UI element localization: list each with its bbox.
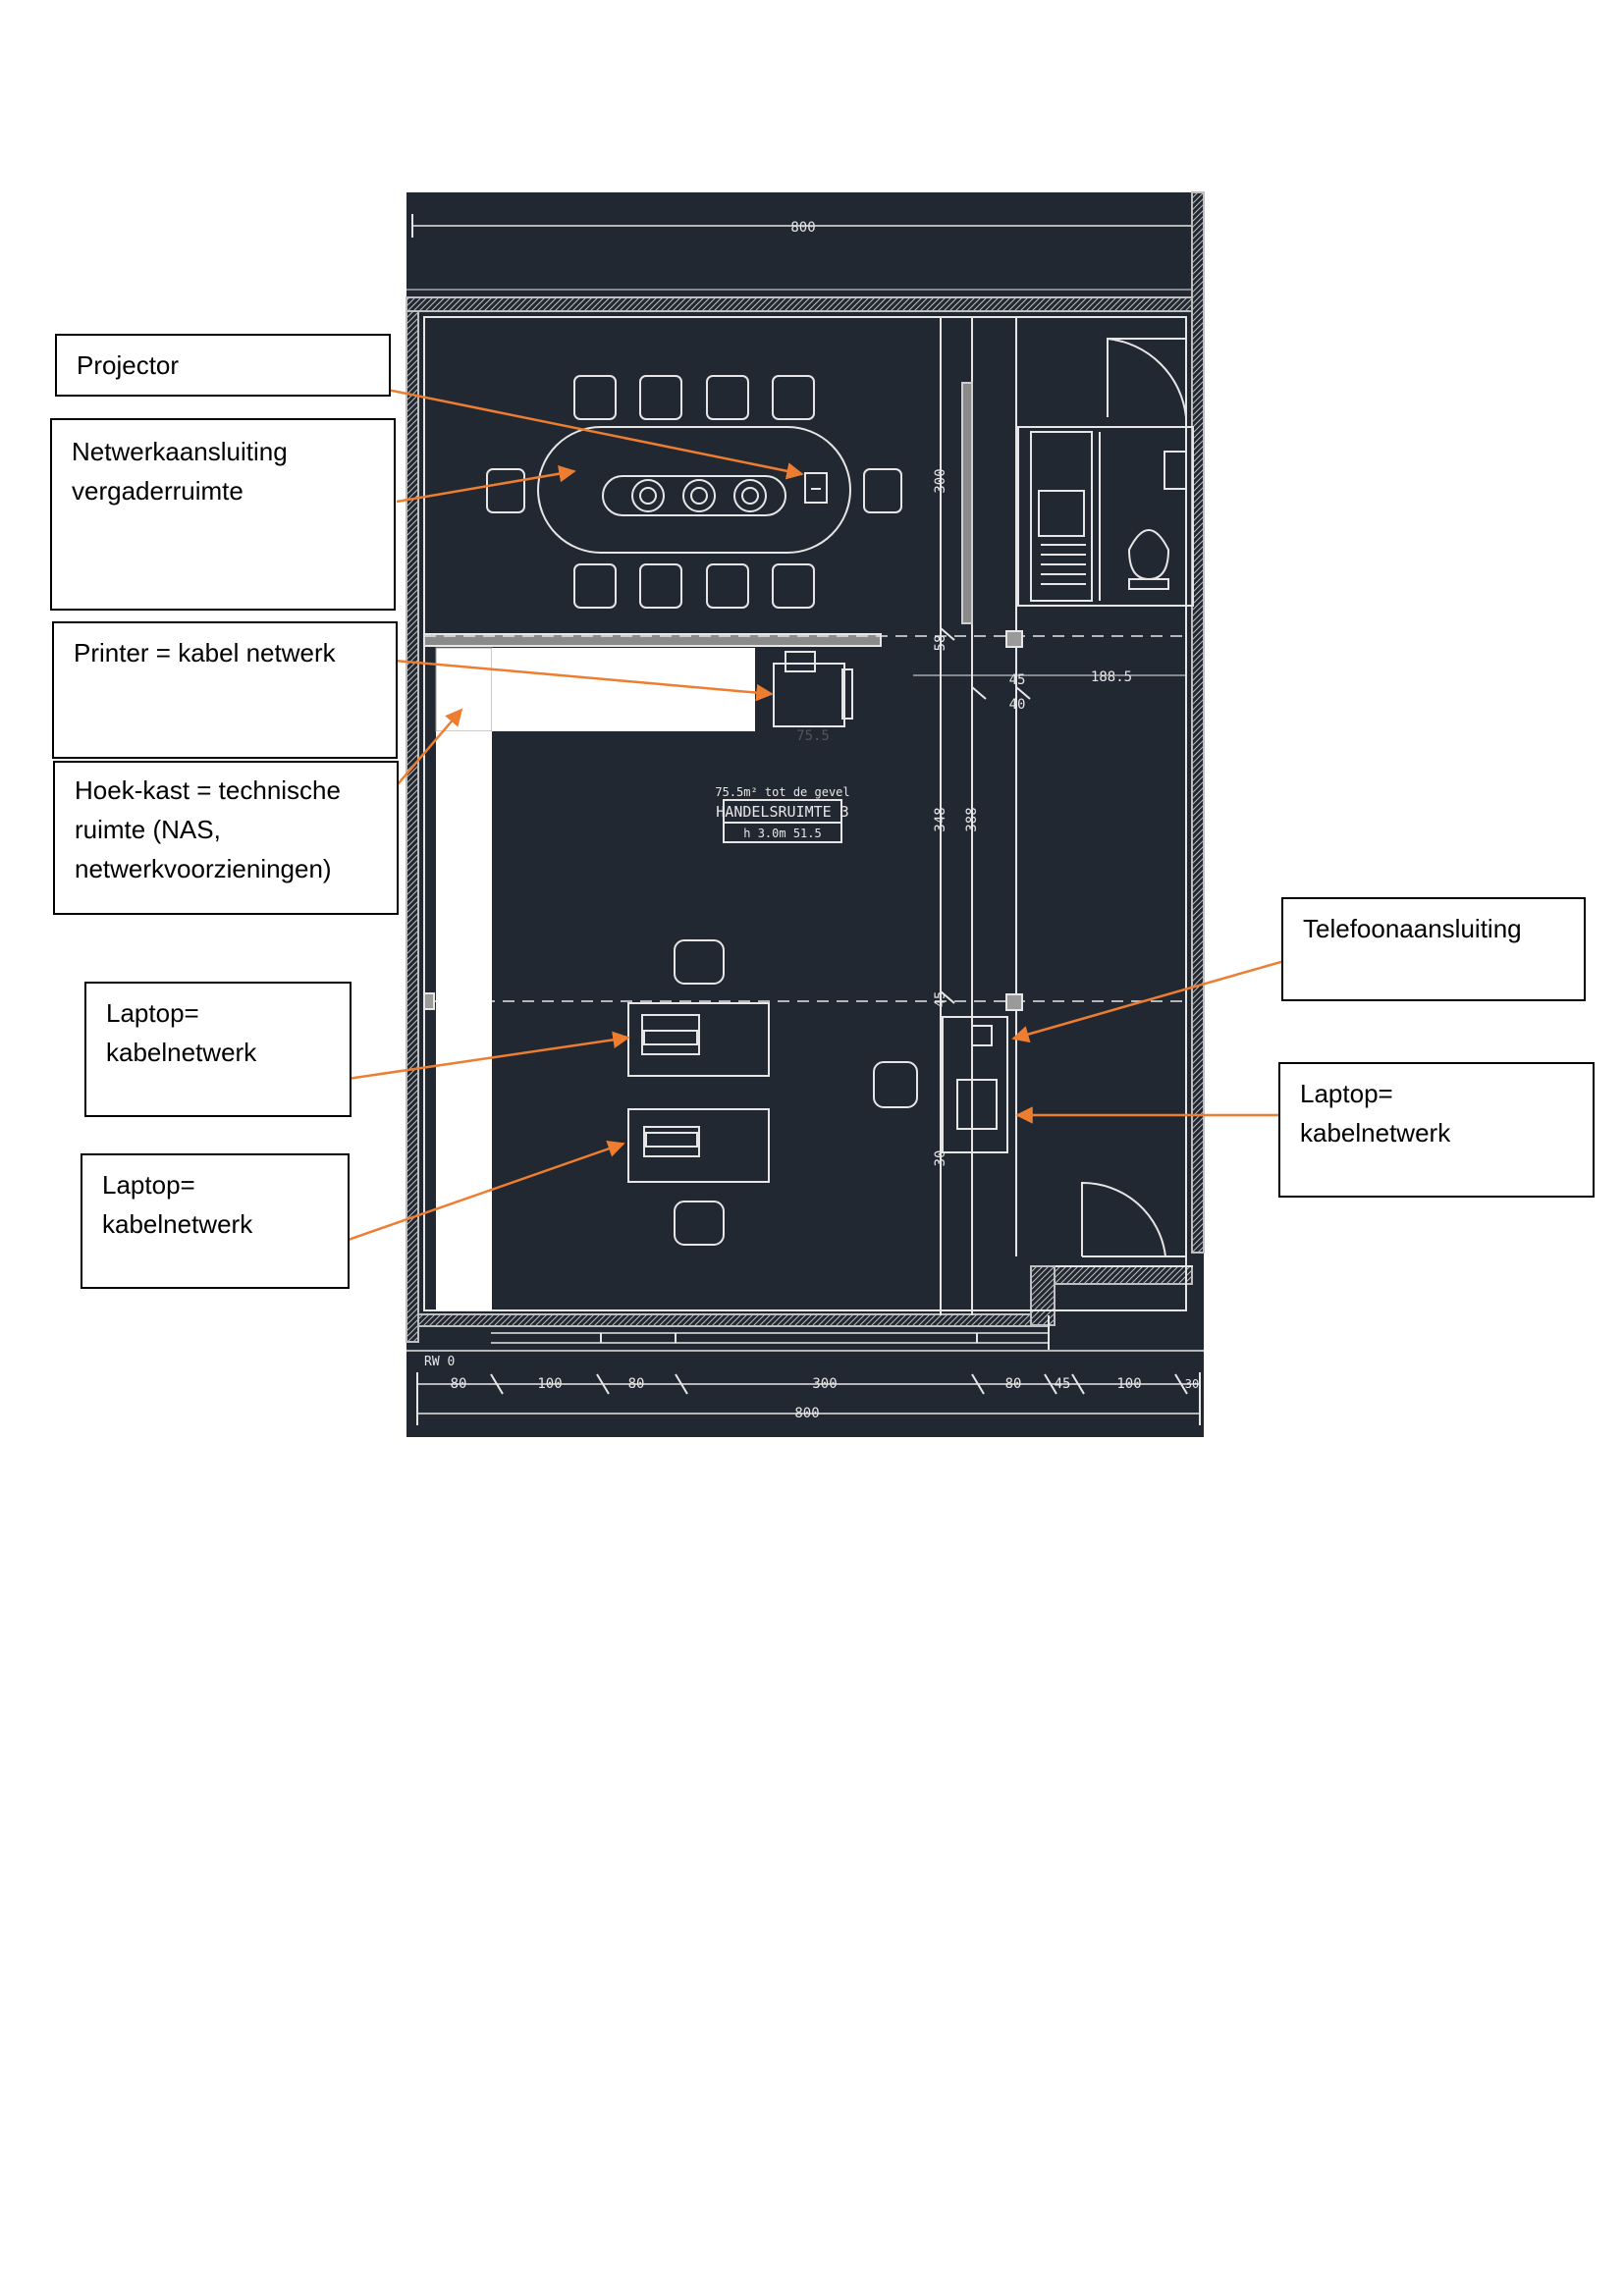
arrow-laptop-1 xyxy=(320,1031,630,1085)
office-chair xyxy=(674,939,725,985)
chair xyxy=(639,563,682,609)
dim-small-d: 45 xyxy=(933,991,948,1008)
chair xyxy=(706,563,749,609)
wall-left xyxy=(406,310,419,1343)
dim-small-a: 58 xyxy=(933,635,948,652)
office-chair xyxy=(873,1061,918,1108)
callout-laptop-3: Laptop= kabelnetwerk xyxy=(1278,1062,1595,1198)
wall-bottom-right-b xyxy=(1054,1265,1193,1285)
dim-closet-width: 75.5 xyxy=(796,728,830,744)
dim-seg-2: 100 xyxy=(537,1376,562,1392)
level-marker: RW 0 xyxy=(424,1355,455,1369)
ceiling-fan-2 xyxy=(682,479,716,512)
dim-meeting-height: 300 xyxy=(933,468,948,493)
chair xyxy=(573,563,617,609)
chair xyxy=(772,563,815,609)
chair xyxy=(863,468,902,513)
callout-telephone: Telefoonaansluiting xyxy=(1281,897,1586,1001)
arrow-telephone xyxy=(1011,957,1292,1043)
callout-corner-cabinet: Hoek-kast = technische ruimte (NAS, netw… xyxy=(53,761,399,915)
chair xyxy=(639,375,682,420)
callout-projector: Projector xyxy=(55,334,391,397)
arrow-printer xyxy=(360,656,774,702)
chair xyxy=(573,375,617,420)
printer-device xyxy=(773,663,845,727)
dim-seg-7: 100 xyxy=(1116,1376,1141,1392)
chair xyxy=(486,468,525,513)
meeting-table xyxy=(537,426,851,554)
chair xyxy=(772,375,815,420)
dim-small-e: 30 xyxy=(933,1150,948,1167)
room-label-line1: 75.5m² tot de gevel xyxy=(715,785,849,799)
dim-room-height-b: 388 xyxy=(964,807,980,831)
room-label-name: HANDELSRUIMTE 3 xyxy=(716,803,848,821)
callout-laptop-1: Laptop= kabelnetwerk xyxy=(84,982,352,1117)
dim-seg-4: 300 xyxy=(812,1376,837,1392)
dim-seg-1: 80 xyxy=(451,1376,467,1392)
callout-meeting-network: Netwerkaansluiting vergaderruimte xyxy=(50,418,396,611)
ceiling-fan-3 xyxy=(733,479,767,512)
dim-small-b: 45 xyxy=(1009,672,1026,688)
projector-device xyxy=(804,472,828,504)
dim-room-height-a: 348 xyxy=(933,807,948,831)
plan-background xyxy=(406,192,1204,1437)
office-chair xyxy=(674,1201,725,1246)
wall-bottom-right xyxy=(1030,1265,1056,1326)
arrow-laptop-2 xyxy=(319,1140,625,1252)
table-centerpiece xyxy=(602,475,786,516)
dim-small-c: 40 xyxy=(1009,697,1026,713)
dim-top-total: 800 xyxy=(790,220,815,236)
desk-2 xyxy=(627,1108,770,1183)
wall-right-upper xyxy=(1191,191,1205,1254)
white-corridor xyxy=(436,731,492,1310)
callout-arrows xyxy=(319,383,1292,1252)
chair xyxy=(706,375,749,420)
arrow-meeting-network xyxy=(396,465,576,504)
callout-laptop-2: Laptop= kabelnetwerk xyxy=(81,1153,350,1289)
dim-bottom-total: 800 xyxy=(794,1406,819,1421)
room-label-line3: h 3.0m 51.5 xyxy=(743,827,821,840)
dim-seg-6: 45 xyxy=(1055,1376,1071,1392)
arrow-projector xyxy=(362,383,804,480)
dim-seg-3: 80 xyxy=(628,1376,645,1392)
corner-cabinet xyxy=(435,647,493,732)
ceiling-fan-1 xyxy=(631,479,665,512)
desk-3 xyxy=(942,1016,1008,1153)
dim-right-width: 188.5 xyxy=(1091,669,1132,685)
dim-seg-5: 80 xyxy=(1005,1376,1022,1392)
wall-bottom xyxy=(417,1313,1048,1327)
dim-seg-8: 30 xyxy=(1185,1377,1199,1391)
callout-printer: Printer = kabel netwerk xyxy=(52,621,398,759)
wall-top xyxy=(406,296,1205,312)
